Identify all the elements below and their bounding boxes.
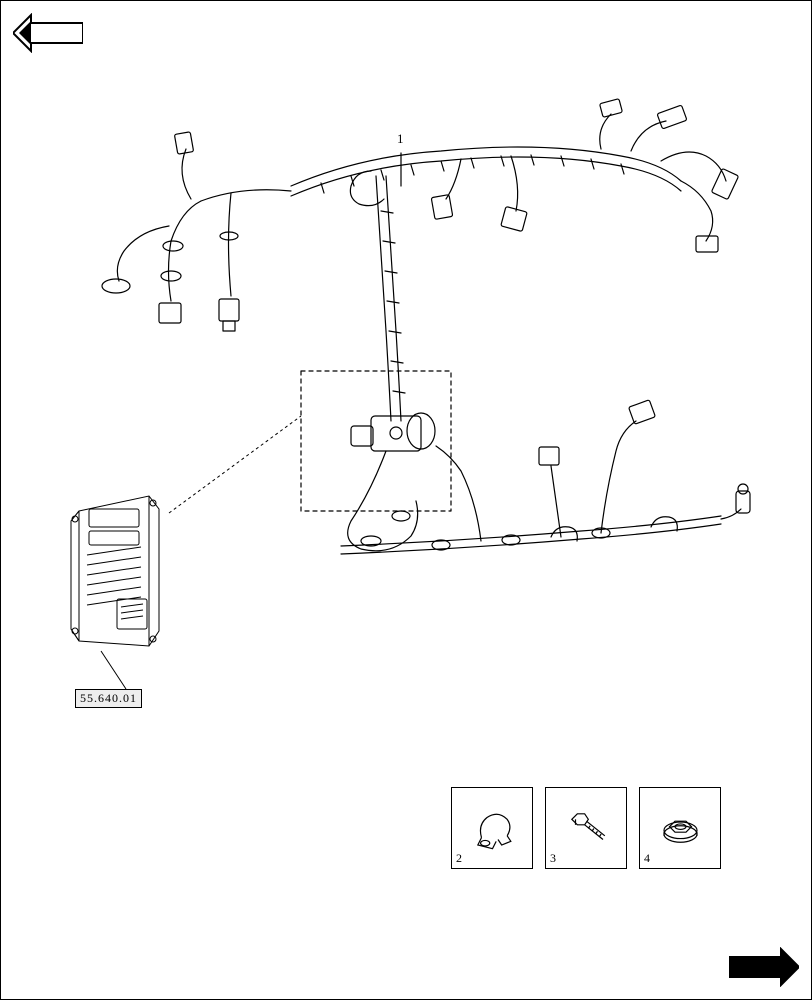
part-2-num: 2 <box>456 851 462 866</box>
part-4-num: 4 <box>644 851 650 866</box>
arrow-right-icon <box>729 947 799 987</box>
part-box-2: 2 <box>451 787 533 869</box>
ecu-module <box>59 491 169 651</box>
nav-next-button[interactable] <box>729 947 799 987</box>
nav-prev-button[interactable] <box>13 13 83 53</box>
page-frame: 1 <box>0 0 812 1000</box>
module-ref-text: 55.640.01 <box>80 691 137 705</box>
part-3-num: 3 <box>550 851 556 866</box>
callout-1: 1 <box>397 131 404 147</box>
part-box-3: 3 <box>545 787 627 869</box>
callout-1-num: 1 <box>397 131 404 146</box>
part-box-4: 4 <box>639 787 721 869</box>
ecu-svg <box>59 491 169 651</box>
arrow-left-icon <box>13 13 83 53</box>
flange-nut-icon <box>653 801 708 856</box>
p-clamp-icon <box>465 801 520 856</box>
hex-bolt-icon <box>559 801 614 856</box>
module-ref-box: 55.640.01 <box>75 689 142 708</box>
parts-legend: 2 3 <box>451 787 721 869</box>
